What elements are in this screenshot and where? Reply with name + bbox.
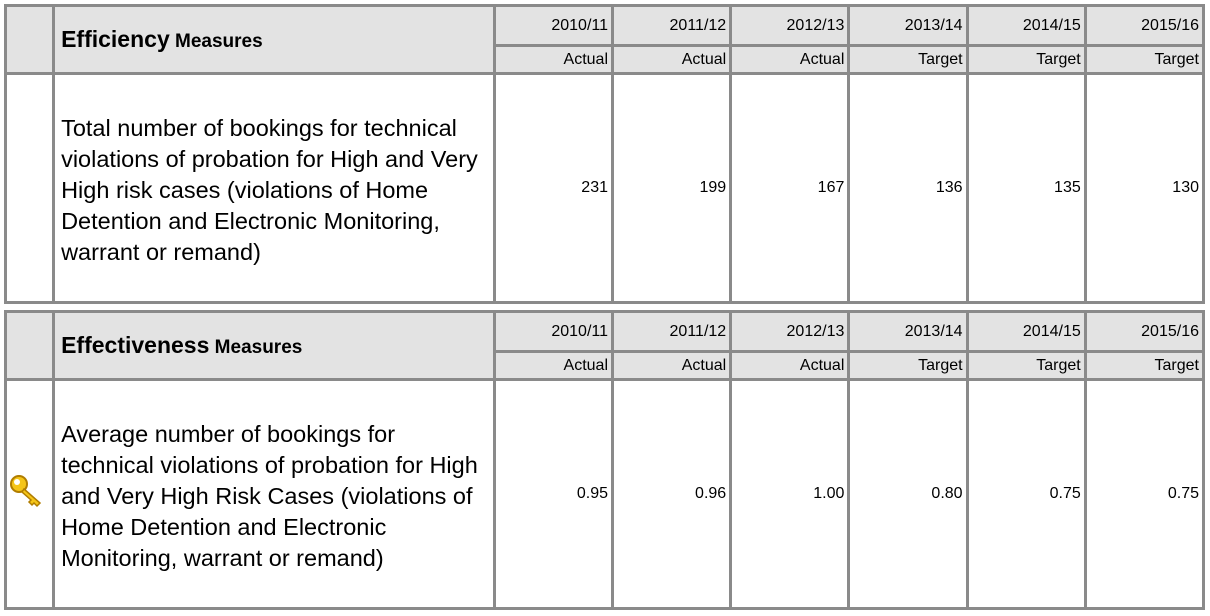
measure-label: Total number of bookings for technical v… <box>52 72 496 304</box>
icon-cell <box>3 310 56 381</box>
header-row: Efficiency Measures 2010/11 2011/12 2012/13… <box>3 4 1206 75</box>
title-main: Effectiveness <box>61 332 210 358</box>
kind-header: Actual <box>729 44 851 75</box>
title-rest: Measures <box>175 31 263 52</box>
year-header: 2013/14 <box>847 4 969 47</box>
value-cell: 136 <box>847 72 969 304</box>
year-header: 2014/15 <box>965 4 1087 47</box>
value-cell: 0.75 <box>965 378 1087 610</box>
data-row: Average number of bookings for technical… <box>3 378 1206 610</box>
value-cell: 0.96 <box>610 378 733 610</box>
year-header: 2012/13 <box>729 4 851 47</box>
kind-header: Target <box>965 44 1087 75</box>
measure-table: Effectiveness Measures 2010/11 2011/12 2012… <box>3 310 1206 610</box>
kind-header: Actual <box>610 350 733 381</box>
year-header: 2013/14 <box>847 310 969 353</box>
kind-header: Actual <box>492 44 615 75</box>
icon-cell <box>3 378 56 610</box>
value-cell: 0.80 <box>847 378 969 610</box>
measure-label: Average number of bookings for technical… <box>52 378 496 610</box>
value-cell: 1.00 <box>729 378 851 610</box>
kind-header: Target <box>965 350 1087 381</box>
year-header: 2012/13 <box>729 310 851 353</box>
header-row: Actual Actual Actual Target Target Target <box>6 350 1206 381</box>
measure-table: Efficiency Measures 2010/11 2011/12 2012/13… <box>3 4 1206 304</box>
key-icon <box>10 474 42 507</box>
title-rest: Measures <box>214 337 303 358</box>
value-cell: 130 <box>1083 72 1206 304</box>
value-cell: 231 <box>492 72 615 304</box>
year-header: 2015/16 <box>1083 4 1206 47</box>
table-title: Effectiveness Measures <box>52 310 496 381</box>
kind-header: Actual <box>610 44 733 75</box>
year-header: 2010/11 <box>492 4 615 47</box>
year-header: 2010/11 <box>492 310 615 353</box>
year-header: 2011/12 <box>610 4 733 47</box>
title-main: Efficiency <box>61 26 170 52</box>
kind-header: Actual <box>729 350 851 381</box>
header-row: Actual Actual Actual Target Target Target <box>6 44 1206 75</box>
icon-cell <box>3 4 56 75</box>
year-header: 2014/15 <box>965 310 1087 353</box>
value-cell: 167 <box>729 72 851 304</box>
kind-header: Actual <box>492 350 615 381</box>
kind-header: Target <box>1083 350 1206 381</box>
value-cell: 0.95 <box>492 378 615 610</box>
kind-header: Target <box>847 44 969 75</box>
value-cell: 135 <box>965 72 1087 304</box>
table-title: Efficiency Measures <box>52 4 496 75</box>
value-cell: 199 <box>610 72 733 304</box>
year-header: 2011/12 <box>610 310 733 353</box>
kind-header: Target <box>847 350 969 381</box>
kind-header: Target <box>1083 44 1206 75</box>
icon-cell <box>3 72 56 304</box>
header-row: Effectiveness Measures 2010/11 2011/12 2012… <box>3 310 1206 381</box>
data-row: Total number of bookings for technical v… <box>3 72 1206 304</box>
value-cell: 0.75 <box>1083 378 1206 610</box>
year-header: 2015/16 <box>1083 310 1206 353</box>
